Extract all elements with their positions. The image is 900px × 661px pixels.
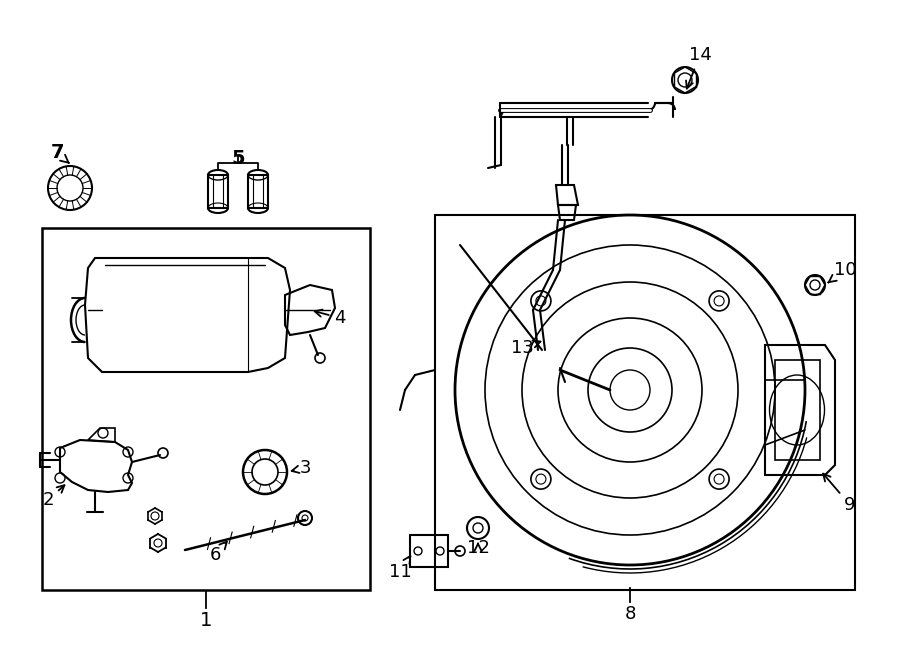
Text: 3: 3 bbox=[292, 459, 310, 477]
Text: 7: 7 bbox=[50, 143, 69, 163]
Bar bbox=[208, 175, 228, 208]
Text: 12: 12 bbox=[466, 539, 490, 557]
Text: 5: 5 bbox=[231, 149, 245, 167]
Text: 8: 8 bbox=[625, 605, 635, 623]
Text: 6: 6 bbox=[210, 541, 227, 564]
Text: 9: 9 bbox=[824, 474, 856, 514]
Text: 11: 11 bbox=[389, 556, 411, 581]
Text: 13: 13 bbox=[510, 339, 541, 357]
Bar bbox=[410, 535, 448, 567]
Bar bbox=[42, 228, 370, 590]
Text: 2: 2 bbox=[42, 485, 65, 509]
Text: 4: 4 bbox=[315, 309, 346, 327]
Text: 14: 14 bbox=[686, 46, 711, 89]
Text: 1: 1 bbox=[200, 611, 212, 629]
Bar bbox=[248, 175, 268, 208]
Text: 10: 10 bbox=[828, 261, 856, 282]
